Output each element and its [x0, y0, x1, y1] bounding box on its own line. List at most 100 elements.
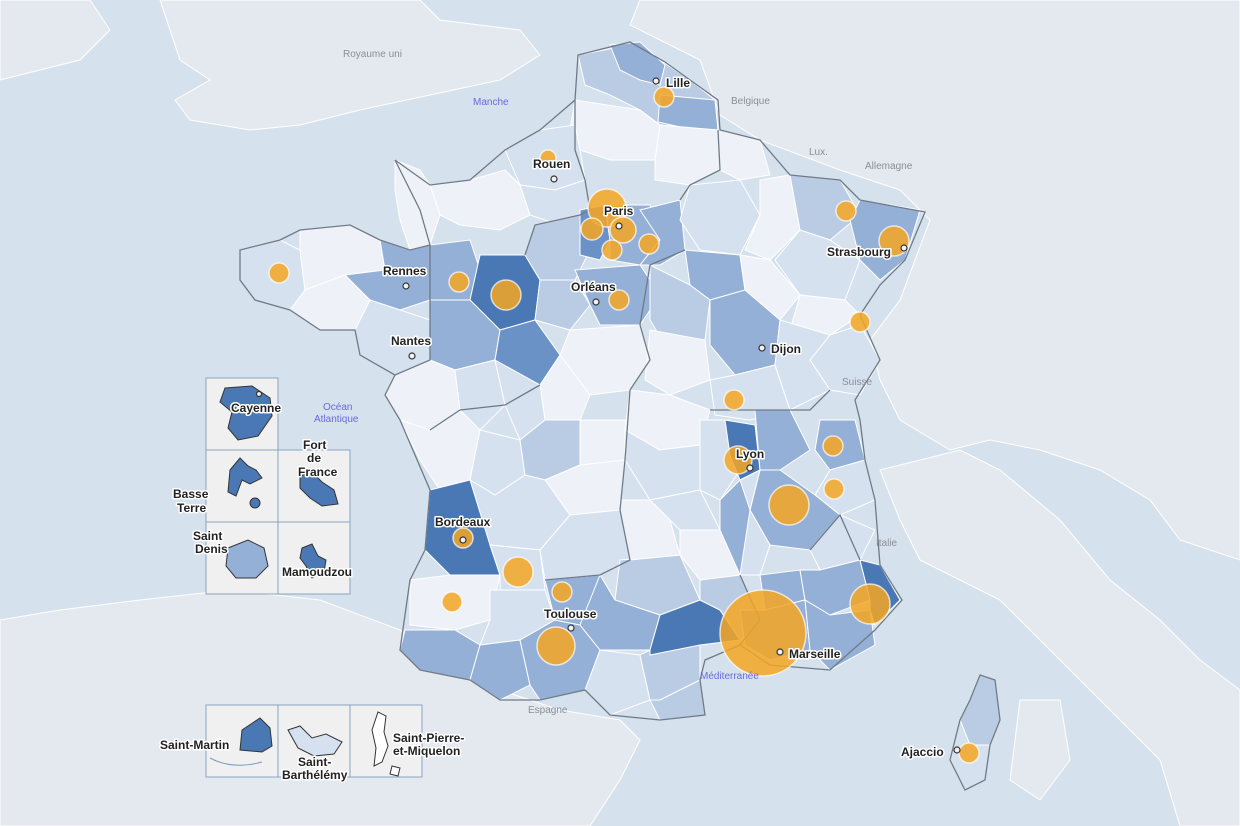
- city-label-toulouse: Toulouse: [544, 607, 597, 621]
- country-label-suisse: Suisse: [842, 377, 872, 388]
- inset-label-spm-1: Saint-Pierre-: [393, 731, 464, 745]
- land-ireland: [0, 0, 111, 81]
- inset-guyane-dot: [255, 390, 263, 398]
- overseas-insets-bottom: Saint-Martin Saint- Barthélémy Saint-Pie…: [159, 704, 466, 784]
- inset-saint-martin-shape: [239, 717, 273, 753]
- sea-label-atlantique: Atlantique: [314, 414, 359, 425]
- inset-label-spm-2: et-Miquelon: [393, 744, 460, 758]
- bubble-annecy: [822, 435, 844, 457]
- country-label-royaume-uni: Royaume uni: [343, 49, 402, 60]
- city-dot-strasbourg: [900, 244, 908, 252]
- bubble-besancon: [849, 311, 871, 333]
- city-label-lille: Lille: [666, 76, 690, 90]
- bubble-ajaccio: [958, 742, 980, 764]
- bubble-paris-2: [609, 216, 637, 244]
- inset-label-mamoudzou: Mamoudzou: [282, 565, 352, 579]
- department-deux-sevres: [454, 359, 506, 431]
- corsica-outline: [949, 674, 1001, 791]
- city-dot-rennes: [402, 282, 410, 290]
- city-dot-lille: [652, 77, 660, 85]
- bubble-brest: [268, 262, 290, 284]
- city-dot-rouen: [550, 175, 558, 183]
- city-dot-paris: [615, 222, 623, 230]
- city-dot-nantes: [408, 352, 416, 360]
- city-label-bordeaux: Bordeaux: [435, 515, 491, 529]
- city-dot-orleans: [592, 298, 600, 306]
- bubble-marseille: [719, 589, 807, 677]
- sea-label-mediterranee: Méditerranée: [700, 671, 759, 682]
- city-dot-marseille: [776, 648, 784, 656]
- city-label-marseille: Marseille: [789, 647, 841, 661]
- bubble-rouen: [539, 149, 557, 167]
- city-dot-ajaccio: [953, 746, 961, 754]
- france-outline: [239, 41, 926, 721]
- department-calvados: [429, 169, 531, 231]
- region-border-5: [429, 384, 541, 431]
- sea-label-manche: Manche: [473, 97, 509, 108]
- inset-mayotte-shape: [299, 543, 327, 579]
- inset-label-cayenne: Cayenne: [231, 401, 281, 415]
- country-label-italie: Italie: [876, 538, 898, 549]
- department-ardeche: [719, 479, 751, 577]
- region-border-6: [544, 389, 631, 581]
- country-labels: Royaume uni Belgique Lux. Allemagne Suis…: [343, 49, 913, 716]
- inset-guadeloupe-shape: [227, 457, 263, 497]
- city-dot-toulouse: [567, 624, 575, 632]
- inset-label-basse-terre-2: Terre: [177, 501, 206, 515]
- department-savoie: [814, 459, 876, 516]
- inset-guadeloupe-islet: [249, 497, 261, 509]
- bubble-le-mans: [490, 279, 522, 311]
- bubble-valence: [768, 484, 810, 526]
- bubble-paris-3: [580, 217, 604, 241]
- country-label-belgique: Belgique: [731, 96, 770, 107]
- inset-label-fort-2: de: [307, 451, 321, 465]
- department-nievre: [644, 329, 711, 396]
- country-label-espagne: Espagne: [528, 705, 568, 716]
- bubble-orleans: [608, 289, 630, 311]
- inset-saint-martin-border: [209, 757, 263, 766]
- inset-label-fort-3: France: [298, 465, 338, 479]
- city-dot-lyon: [746, 464, 754, 472]
- city-label-lyon: Lyon: [736, 447, 764, 461]
- region-border-9: [809, 513, 861, 561]
- bubble-strasbourg-1: [835, 200, 857, 222]
- city-dots: [402, 77, 961, 754]
- city-label-nantes: Nantes: [391, 334, 431, 348]
- overseas-insets: Cayenne Basse Terre Fort de France Saint…: [172, 377, 354, 595]
- bubble-paris-4: [601, 239, 623, 261]
- bubble-lyon: [723, 445, 753, 475]
- region-border-2: [394, 245, 431, 376]
- department-creuse: [579, 419, 631, 466]
- country-label-lux: Lux.: [809, 147, 828, 158]
- bubble-laval: [448, 271, 470, 293]
- bubble-clermont: [723, 389, 745, 411]
- inset-label-saint-denis-1: Saint: [193, 529, 222, 543]
- inset-martinique-shape: [299, 471, 339, 507]
- sea-label-ocean: Océan: [323, 402, 352, 413]
- land-sardinia: [1009, 699, 1071, 801]
- inset-label-fort-1: Fort: [303, 438, 326, 452]
- bubble-chambery: [823, 478, 845, 500]
- city-label-strasbourg: Strasbourg: [827, 245, 891, 259]
- city-label-dijon: Dijon: [771, 342, 801, 356]
- department-loir-cher: [534, 279, 591, 331]
- inset-label-saint-barthelemy-2: Barthélémy: [282, 768, 348, 782]
- inset-saint-pierre-shape: [371, 711, 389, 767]
- bubble-toulouse: [536, 626, 576, 666]
- inset-saint-barthelemy-shape: [287, 725, 343, 757]
- inset-label-saint-barthelemy-1: Saint-: [298, 755, 331, 769]
- city-dot-dijon: [758, 344, 766, 352]
- bubble-lille: [653, 86, 675, 108]
- region-border-3: [679, 129, 721, 201]
- bubble-paris-5: [638, 233, 660, 255]
- city-label-paris: Paris: [604, 204, 634, 218]
- inset-reunion-shape: [225, 539, 269, 579]
- country-label-allemagne: Allemagne: [865, 161, 913, 172]
- department-haute-loire: [648, 489, 721, 531]
- inset-saint-pierre-islet: [389, 765, 401, 777]
- department-nord-dark: [609, 41, 666, 86]
- bubble-agen: [502, 556, 534, 588]
- inset-label-basse-terre-1: Basse: [173, 487, 209, 501]
- sea-labels: Manche Océan Atlantique Méditerranée: [314, 97, 759, 682]
